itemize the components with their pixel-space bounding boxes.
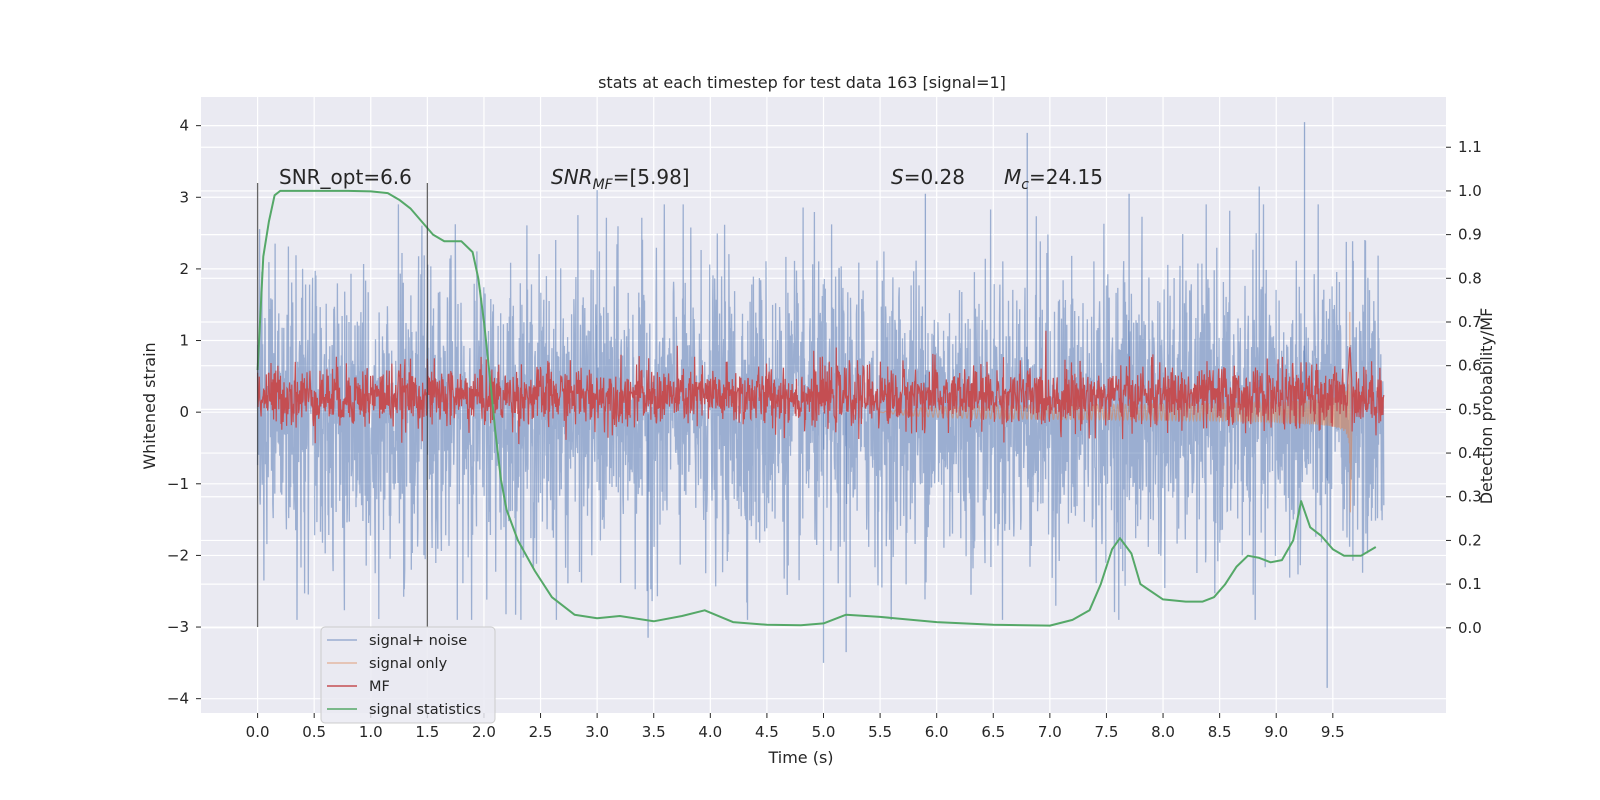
s-annotation: S=0.28	[891, 165, 965, 189]
s-value: =0.28	[904, 165, 965, 189]
y-right-tick-label: 0.0	[1458, 619, 1482, 637]
snr-mf-subscript: MF	[593, 177, 614, 193]
x-tick-label: 9.5	[1321, 723, 1345, 741]
plot-area	[201, 97, 1446, 713]
y-axis-label: Whitened strain	[140, 342, 159, 469]
x-tick-label: 8.5	[1208, 723, 1232, 741]
snr-mf-value: =[5.98]	[613, 165, 690, 189]
y-axis-right-label: Detection probability/MF	[1477, 308, 1496, 505]
x-tick-label: 8.0	[1151, 723, 1175, 741]
y-right-tick-label: 0.2	[1458, 531, 1482, 549]
y-tick-label: 0	[179, 403, 189, 421]
mc-subscript: c	[1021, 177, 1029, 193]
y-tick-label: −3	[167, 618, 189, 636]
y-tick-label: −4	[167, 690, 189, 708]
legend-label-mf: MF	[369, 679, 390, 695]
y-tick-label: −1	[167, 475, 189, 493]
x-tick-label: 6.5	[981, 723, 1005, 741]
y-right-tick-label: 0.7	[1458, 313, 1482, 331]
x-tick-label: 2.5	[529, 723, 553, 741]
y-right-tick-label: 0.1	[1458, 575, 1482, 593]
snr-opt-annotation: SNR_opt=6.6	[279, 165, 412, 189]
chart-title: stats at each timestep for test data 163…	[598, 73, 1006, 92]
x-axis-label: Time (s)	[767, 748, 833, 767]
y-right-tick-label: 0.6	[1458, 357, 1482, 375]
series-signal-statistics	[256, 189, 1377, 627]
axes: 0.0 0.5 1.0 1.5 2.0 2.5 3.0 3.5 4.0 4.5 5.0 5.5 6.0 6…	[167, 117, 1482, 741]
series-signal-noise	[256, 204, 1385, 620]
y-tick-label: 3	[179, 188, 189, 206]
legend-box	[320, 626, 496, 724]
y-right-tick-label: 0.4	[1458, 444, 1482, 462]
y-right-tick-label: 1.0	[1458, 182, 1482, 200]
x-tick-label: 4.5	[755, 723, 779, 741]
series-signal-only	[879, 311, 1353, 513]
x-tick-label: 1.0	[359, 723, 383, 741]
snr-mf-annotation: SNRMF=[5.98]	[551, 165, 690, 193]
x-tick-label: 7.5	[1095, 723, 1119, 741]
legend-label-signal-only: signal only	[369, 656, 448, 672]
x-tick-label: 0.5	[302, 723, 326, 741]
x-tick-label: 5.0	[812, 723, 836, 741]
snr-mf-symbol: SNR	[551, 165, 593, 189]
mc-annotation: Mc=24.15	[1004, 165, 1103, 193]
x-tick-label: 6.0	[925, 723, 949, 741]
y-right-tick-label: 0.9	[1458, 226, 1482, 244]
x-tick-label: 7.0	[1038, 723, 1062, 741]
y-right-tick-label: 0.5	[1458, 400, 1482, 418]
legend-label-signal-noise: signal+ noise	[369, 633, 467, 649]
y-tick-label: 4	[179, 117, 189, 135]
legend-label-signal-statistics: signal statistics	[369, 702, 481, 718]
x-tick-label: 4.0	[698, 723, 722, 741]
x-tick-label: 2.0	[472, 723, 496, 741]
x-tick-label: 9.0	[1264, 723, 1288, 741]
y-tick-label: −2	[167, 546, 189, 564]
y-tick-label: 2	[179, 260, 189, 278]
x-tick-label: 0.0	[246, 723, 270, 741]
legend: signal+ noise signal only MF signal stat…	[320, 626, 496, 724]
x-tick-label: 1.5	[415, 723, 439, 741]
y-right-tick-label: 0.3	[1458, 488, 1482, 506]
y-right-tick-label: 0.8	[1458, 269, 1482, 287]
mc-symbol: M	[1004, 165, 1021, 189]
y-tick-label: 1	[179, 332, 189, 350]
x-tick-label: 5.5	[868, 723, 892, 741]
x-tick-label: 3.0	[585, 723, 609, 741]
y-right-tick-label: 1.1	[1458, 138, 1482, 156]
mc-value: =24.15	[1029, 165, 1103, 189]
x-tick-label: 3.5	[642, 723, 666, 741]
s-symbol: S	[891, 165, 904, 189]
series-mf	[257, 330, 1385, 445]
